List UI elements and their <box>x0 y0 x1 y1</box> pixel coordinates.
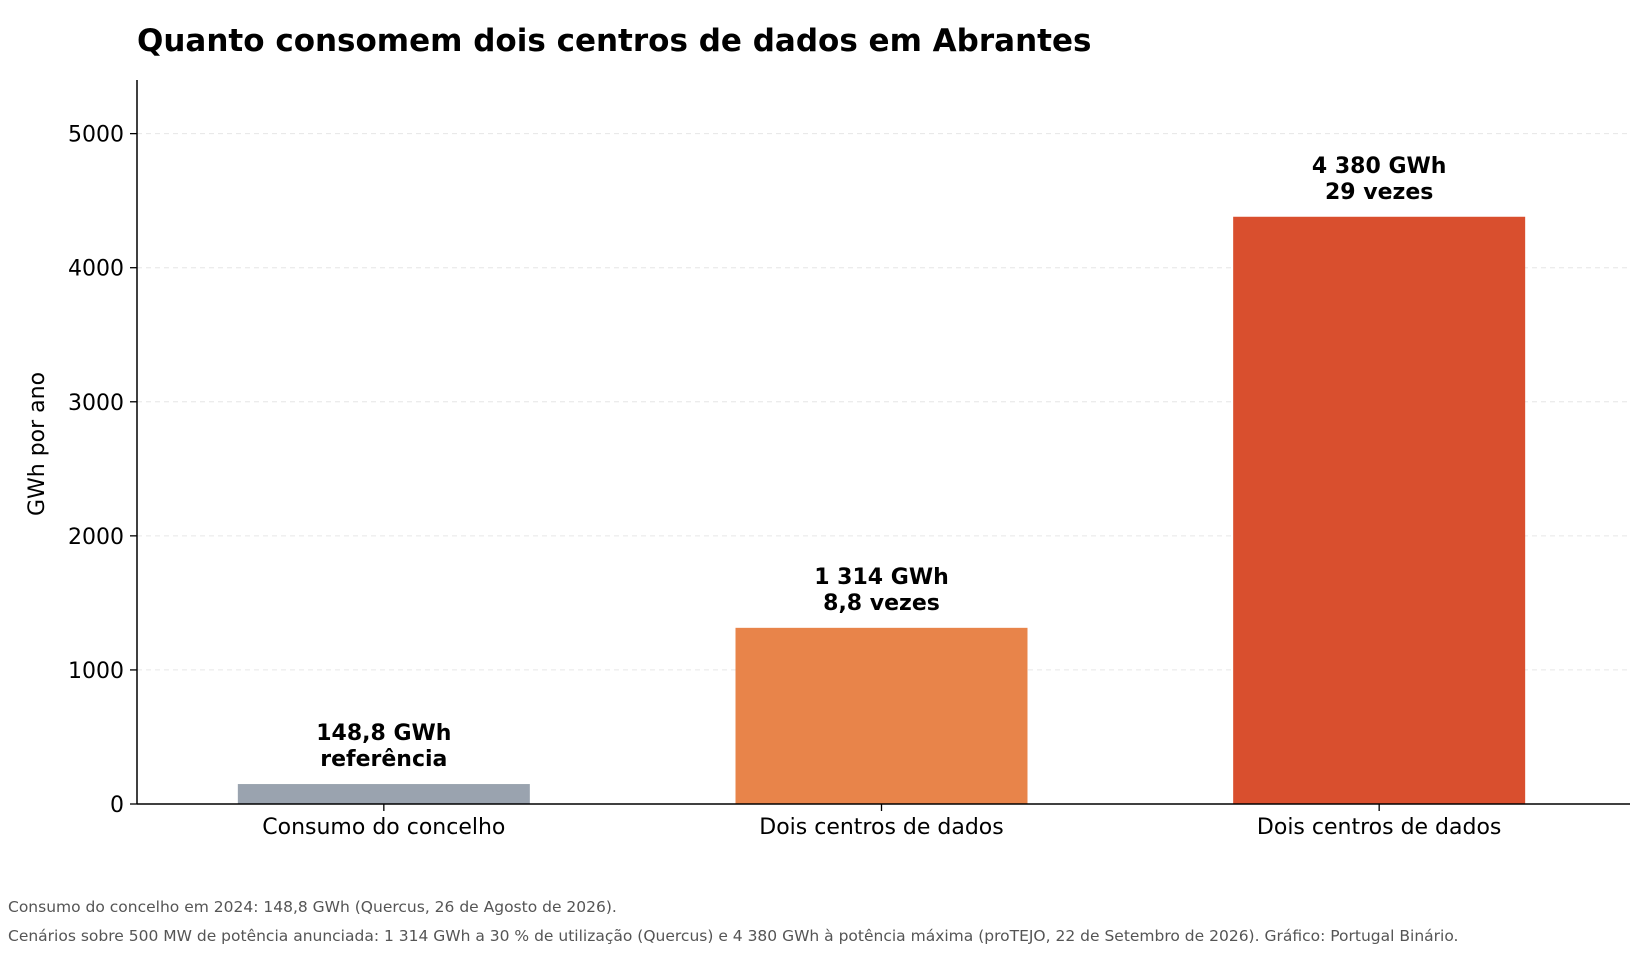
bar-2 <box>735 627 1028 804</box>
y-tick-label: 5000 <box>68 123 124 148</box>
bar-1 <box>237 784 530 804</box>
y-axis-label: GWh por ano <box>25 372 50 516</box>
data-label: 1 314 GWh <box>814 565 949 590</box>
data-label: 8,8 vezes <box>823 591 940 616</box>
footnote-1: Consumo do concelho em 2024: 148,8 GWh (… <box>8 898 617 916</box>
data-label: referência <box>320 747 447 772</box>
data-label: 148,8 GWh <box>316 721 451 746</box>
data-label: 29 vezes <box>1325 180 1433 205</box>
x-ticks-group: Consumo do concelhode Abrantes (2024)Doi… <box>262 804 1501 840</box>
x-tick-label: Dois centros de dados <box>759 815 1003 840</box>
footnote-2: Cenários sobre 500 MW de potência anunci… <box>8 927 1459 945</box>
x-tick-label: Dois centros de dados <box>1257 815 1501 840</box>
y-tick-label: 4000 <box>68 257 124 282</box>
x-tick-label: Consumo do concelho <box>262 815 505 840</box>
axes-group <box>136 80 1630 805</box>
y-ticks-group: 0 1000 2000 3000 4000 5000 <box>68 123 137 818</box>
y-tick-label: 3000 <box>68 391 124 416</box>
bar-chart: Quanto consomem dois centros de dados em… <box>25 23 1630 840</box>
chart-title: Quanto consomem dois centros de dados em… <box>137 23 1091 59</box>
y-tick-label: 2000 <box>68 525 124 550</box>
data-label: 4 380 GWh <box>1312 154 1447 179</box>
y-tick-label: 0 <box>110 793 124 818</box>
bars-group <box>237 216 1526 804</box>
y-tick-label: 1000 <box>68 659 124 684</box>
bar-3 <box>1233 216 1526 804</box>
